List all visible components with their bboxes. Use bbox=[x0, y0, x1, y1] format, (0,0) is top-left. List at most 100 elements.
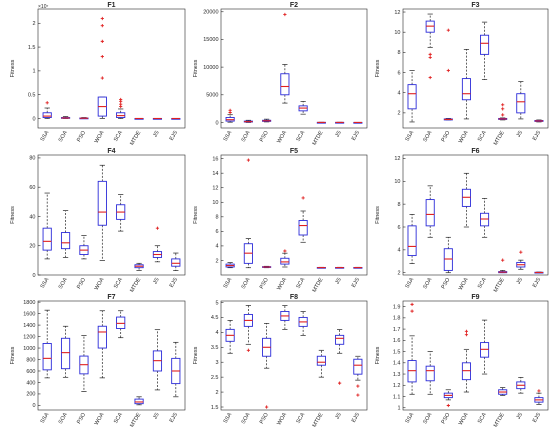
box-pso bbox=[79, 235, 89, 260]
axes-frame bbox=[220, 154, 368, 276]
y-tick-label: 0 bbox=[32, 403, 35, 409]
y-tick-label: 4 bbox=[397, 91, 400, 97]
y-tick-label: 1600 bbox=[23, 311, 35, 317]
box-woa bbox=[97, 164, 107, 261]
x-tick-label: SCA bbox=[296, 130, 307, 143]
x-tick-label: SOA bbox=[58, 277, 69, 290]
x-tick-label: PSO bbox=[76, 411, 87, 425]
x-tick-label: SSA bbox=[40, 277, 51, 290]
iqr-box bbox=[461, 78, 471, 101]
y-tick-label: 1000 bbox=[23, 346, 35, 352]
y-tick-label: 60 bbox=[29, 185, 35, 191]
y-tick-label: 1.4 bbox=[393, 361, 401, 367]
outlier-marker bbox=[246, 348, 250, 352]
x-tick-label: MTDE bbox=[312, 130, 325, 147]
iqr-box bbox=[134, 398, 144, 405]
box-pso bbox=[443, 236, 453, 274]
box-sca bbox=[480, 198, 490, 238]
x-tick-label: PSO bbox=[441, 411, 452, 425]
x-tick-label: MTDE bbox=[493, 130, 506, 147]
panel-title: F7 bbox=[107, 294, 115, 301]
y-tick-label: 1.7 bbox=[393, 327, 401, 333]
x-tick-label: EJS bbox=[351, 277, 361, 289]
box-ejs bbox=[171, 341, 181, 398]
iqr-box bbox=[60, 232, 71, 250]
outlier-marker bbox=[283, 249, 287, 253]
y-tick-label: 1.5 bbox=[211, 405, 219, 411]
panel-f2: F2 Fitness 0 5000 10000 15000 20000 SSA SOA PSO WO… bbox=[193, 2, 368, 147]
outlier-marker bbox=[155, 226, 160, 230]
iqr-box bbox=[97, 180, 107, 226]
x-tick-label: SSA bbox=[405, 277, 416, 290]
x-tick-label: SSA bbox=[223, 130, 234, 143]
outlier-marker bbox=[446, 68, 450, 73]
box-mtde bbox=[134, 262, 144, 271]
box-pso bbox=[443, 28, 453, 121]
y-tick-label: 1.3 bbox=[393, 372, 401, 378]
box-woa bbox=[280, 249, 290, 268]
panel-f8: F8 Fitness 1.5 2 2.5 3 3.5 4 4.5 5 SSA SOA PSO WOA SCA… bbox=[193, 294, 368, 427]
outlier-marker bbox=[464, 333, 469, 337]
box-js bbox=[335, 329, 345, 385]
axes-frame bbox=[37, 300, 186, 411]
box-ssa bbox=[225, 108, 235, 123]
box-js bbox=[516, 250, 526, 270]
x-tick-label: WOA bbox=[276, 412, 288, 427]
panel-title: F9 bbox=[471, 294, 479, 301]
y-tick-label: 1.9 bbox=[393, 304, 401, 310]
box-ssa bbox=[407, 214, 417, 264]
y-tick-label: 2.5 bbox=[211, 375, 219, 381]
x-tick-label: JS bbox=[334, 412, 343, 421]
box-js bbox=[335, 266, 345, 269]
box-ssa bbox=[407, 70, 417, 123]
iqr-box bbox=[516, 93, 526, 114]
x-tick-label: EJS bbox=[351, 130, 361, 142]
y-tick-label: 12 bbox=[394, 156, 400, 162]
y-tick-label: 80 bbox=[29, 156, 35, 162]
box-ejs bbox=[353, 266, 363, 269]
x-tick-label: MTDE bbox=[129, 277, 142, 294]
x-tick-label: SCA bbox=[113, 130, 124, 143]
box-woa bbox=[280, 305, 290, 330]
x-tick-label: PSO bbox=[441, 129, 452, 143]
x-tick-label: PSO bbox=[259, 129, 270, 143]
x-tick-label: EJS bbox=[351, 412, 361, 424]
y-axis-label: Fitness bbox=[193, 346, 199, 364]
iqr-box bbox=[316, 355, 326, 366]
x-tick-label: PSO bbox=[76, 276, 87, 290]
y-tick-label: 10 bbox=[394, 179, 400, 185]
y-axis-label: Fitness bbox=[10, 346, 16, 364]
y-tick-label: 20 bbox=[29, 244, 35, 250]
y-tick-label: 1.1 bbox=[393, 394, 401, 400]
x-tick-label: SSA bbox=[405, 412, 416, 425]
y-tick-label: 6 bbox=[215, 229, 218, 235]
y-tick-label: 4 bbox=[397, 248, 400, 254]
y-axis-exponent: ×10⁷ bbox=[38, 4, 48, 10]
y-tick-label: 6 bbox=[397, 225, 400, 231]
box-woa bbox=[280, 12, 290, 104]
y-tick-label: 1 bbox=[32, 69, 35, 75]
x-tick-label: PSO bbox=[441, 276, 452, 290]
box-mtde bbox=[316, 349, 326, 378]
panel-title: F8 bbox=[290, 294, 298, 301]
x-tick-label: PSO bbox=[76, 129, 87, 143]
x-tick-label: SOA bbox=[58, 412, 69, 425]
panel-f4: F4 Fitness 0 20 40 60 80 SSA SOA PSO WOA SCA MTDE JS E… bbox=[10, 148, 186, 294]
y-tick-label: 10 bbox=[212, 200, 218, 206]
box-js bbox=[152, 226, 163, 263]
box-ssa bbox=[225, 262, 235, 269]
axes-frame bbox=[220, 8, 368, 129]
x-tick-label: WOA bbox=[276, 277, 288, 292]
panel-f9: F9 Fitness 1 1.1 1.2 1.3 1.4 1.5 1.6 1.7 1.8 1.9 SSA… bbox=[375, 294, 549, 427]
x-tick-label: SSA bbox=[223, 412, 234, 425]
y-axis-label: Fitness bbox=[10, 206, 16, 224]
panel-f6: F6 Fitness 2 4 6 8 10 12 SSA SOA PSO WOA SCA MTDE JS EJ… bbox=[375, 148, 549, 294]
box-sca bbox=[480, 319, 490, 375]
iqr-box bbox=[407, 360, 417, 383]
box-ejs bbox=[171, 252, 181, 271]
outlier-marker bbox=[428, 75, 432, 80]
axes-frame bbox=[37, 8, 186, 129]
x-tick-label: WOA bbox=[94, 277, 106, 292]
y-tick-label: 2 bbox=[32, 21, 35, 27]
x-tick-label: EJS bbox=[532, 277, 542, 289]
